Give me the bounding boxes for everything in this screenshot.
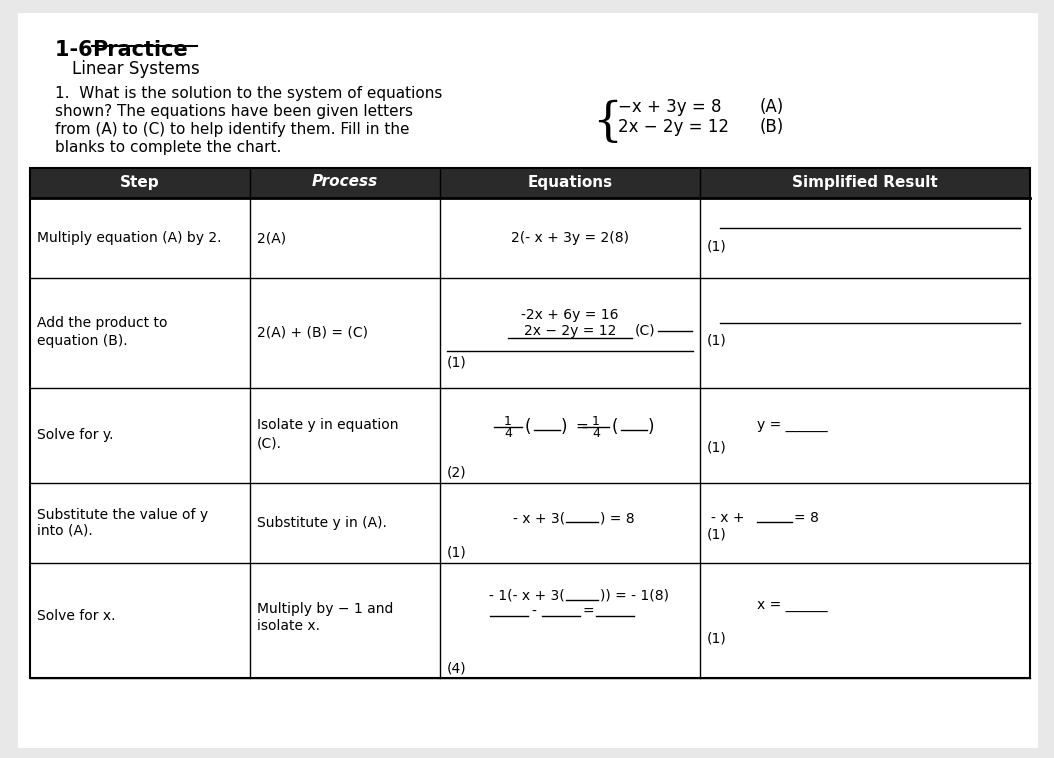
Text: 1-6: 1-6 <box>55 40 100 60</box>
Text: Add the product to: Add the product to <box>37 316 168 330</box>
FancyBboxPatch shape <box>18 13 1038 748</box>
Text: 2(A) + (B) = (C): 2(A) + (B) = (C) <box>257 326 368 340</box>
Text: Solve for y.: Solve for y. <box>37 428 114 443</box>
Text: ): ) <box>648 418 655 436</box>
Text: (A): (A) <box>760 98 784 116</box>
Text: Substitute the value of y: Substitute the value of y <box>37 508 208 522</box>
Text: =: = <box>583 604 594 619</box>
Text: Simplified Result: Simplified Result <box>793 174 938 190</box>
Text: 1.  What is the solution to the system of equations: 1. What is the solution to the system of… <box>55 86 443 101</box>
Text: Practice: Practice <box>92 40 188 60</box>
Text: (1): (1) <box>447 356 467 370</box>
Text: = 8: = 8 <box>794 511 819 525</box>
Text: ): ) <box>561 418 567 436</box>
Text: - x + 3(: - x + 3( <box>513 511 565 525</box>
Text: Linear Systems: Linear Systems <box>72 60 200 78</box>
Text: (1): (1) <box>707 440 727 455</box>
Text: (: ( <box>525 418 531 436</box>
Text: -: - <box>531 604 535 619</box>
Text: Step: Step <box>120 174 160 190</box>
FancyBboxPatch shape <box>30 168 1030 198</box>
Text: y = ______: y = ______ <box>757 418 827 433</box>
Text: 2(- x + 3y = 2(8): 2(- x + 3y = 2(8) <box>511 231 629 245</box>
Text: isolate x.: isolate x. <box>257 619 320 632</box>
Text: (B): (B) <box>760 118 784 136</box>
Text: shown? The equations have been given letters: shown? The equations have been given let… <box>55 104 413 119</box>
Text: equation (B).: equation (B). <box>37 334 128 348</box>
Text: Multiply by − 1 and: Multiply by − 1 and <box>257 602 393 615</box>
Text: (4): (4) <box>447 661 467 675</box>
Text: 1: 1 <box>504 415 512 428</box>
Text: -2x + 6y = 16: -2x + 6y = 16 <box>522 308 619 322</box>
Text: (C).: (C). <box>257 437 282 450</box>
Text: =: = <box>575 419 588 434</box>
Text: Equations: Equations <box>527 174 612 190</box>
Text: ) = 8: ) = 8 <box>600 511 635 525</box>
Text: {: { <box>592 100 622 146</box>
Text: 2x − 2y = 12: 2x − 2y = 12 <box>524 324 617 338</box>
Text: 2x − 2y = 12: 2x − 2y = 12 <box>618 118 729 136</box>
Text: blanks to complete the chart.: blanks to complete the chart. <box>55 140 281 155</box>
Text: −x + 3y = 8: −x + 3y = 8 <box>618 98 722 116</box>
Text: Multiply equation (A) by 2.: Multiply equation (A) by 2. <box>37 231 221 245</box>
Text: )) = - 1(8): )) = - 1(8) <box>600 588 669 603</box>
Text: 4: 4 <box>592 427 600 440</box>
Text: 4: 4 <box>504 427 512 440</box>
Text: x = ______: x = ______ <box>757 599 827 612</box>
Text: Process: Process <box>312 174 378 190</box>
Text: Substitute y in (A).: Substitute y in (A). <box>257 516 387 530</box>
Text: (1): (1) <box>707 239 727 253</box>
Text: (: ( <box>612 418 619 436</box>
Text: from (A) to (C) to help identify them. Fill in the: from (A) to (C) to help identify them. F… <box>55 122 410 137</box>
Text: - 1(- x + 3(: - 1(- x + 3( <box>489 588 565 603</box>
Text: (1): (1) <box>707 528 727 542</box>
Text: 1: 1 <box>592 415 600 428</box>
Text: - x +: - x + <box>711 511 749 525</box>
Text: Solve for x.: Solve for x. <box>37 609 116 622</box>
Text: (1): (1) <box>707 334 727 348</box>
Text: into (A).: into (A). <box>37 524 93 538</box>
Text: (1): (1) <box>447 546 467 560</box>
Text: (1): (1) <box>707 631 727 646</box>
Text: 2(A): 2(A) <box>257 231 286 245</box>
Text: (C): (C) <box>635 324 656 338</box>
Text: Isolate y in equation: Isolate y in equation <box>257 418 398 433</box>
Text: (2): (2) <box>447 466 467 480</box>
